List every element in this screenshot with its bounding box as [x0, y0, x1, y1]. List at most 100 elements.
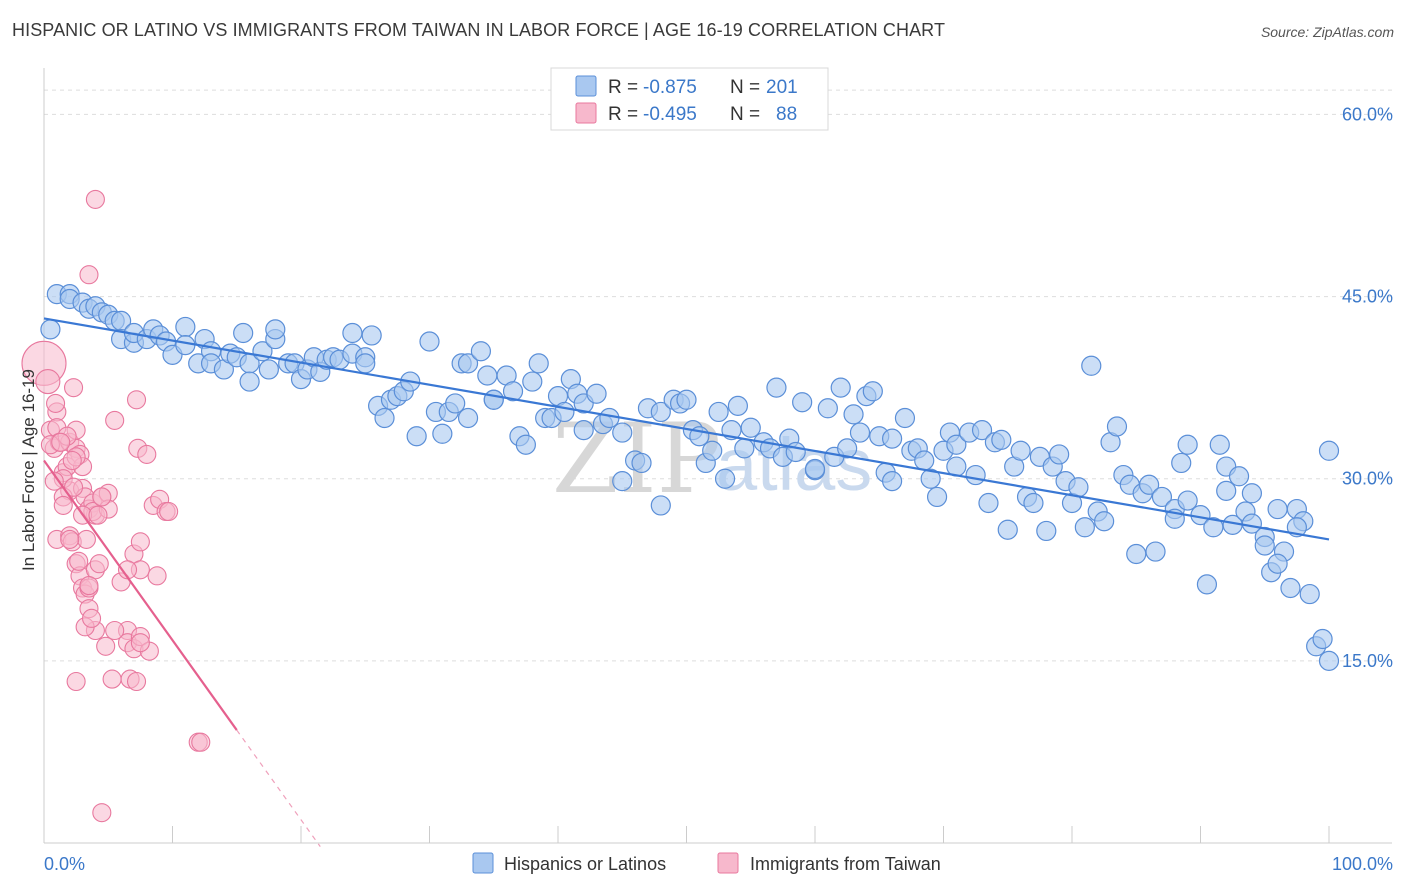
hispanic-point — [676, 389, 697, 410]
legend-n-label-2: N = — [730, 104, 760, 125]
taiwan-point — [102, 669, 122, 689]
x-tick-label-min: 0.0% — [44, 854, 85, 874]
hispanic-point — [265, 319, 286, 340]
trend-line-taiwan — [43, 459, 238, 731]
hispanic-point — [457, 353, 479, 374]
legend-n-value-1: 201 — [766, 77, 798, 98]
hispanic-point — [830, 377, 851, 398]
hispanic-point — [1228, 466, 1250, 487]
taiwan-point — [96, 636, 116, 656]
hispanic-point — [419, 331, 440, 352]
legend: R = -0.875 N = 201 R = -0.495 N = 88 — [550, 67, 829, 131]
bottom-legend: Hispanics or Latinos Immigrants from Tai… — [472, 852, 941, 874]
taiwan-point — [130, 633, 150, 653]
hispanic-point — [1267, 498, 1288, 520]
hispanic-point — [374, 407, 395, 429]
bottom-legend-swatch-taiwan — [717, 852, 739, 874]
hispanic-point — [650, 495, 671, 516]
hispanic-point — [727, 395, 749, 416]
hispanic-point — [1151, 486, 1173, 508]
taiwan-point — [53, 495, 73, 515]
hispanic-point — [515, 434, 536, 455]
hispanic-point — [631, 452, 652, 474]
hispanic-point — [734, 438, 755, 459]
source-label: Source: ZipAtlas.com — [1260, 24, 1394, 40]
hispanic-point — [804, 458, 826, 480]
hispanic-point — [1126, 543, 1147, 565]
taiwan-point — [51, 432, 71, 452]
hispanic-point — [843, 404, 864, 425]
taiwan-point — [105, 620, 125, 641]
legend-n-label-1: N = — [730, 77, 760, 98]
taiwan-point — [79, 576, 99, 596]
taiwan-point — [126, 390, 147, 410]
hispanic-point — [361, 325, 382, 346]
legend-r-label-2: R = — [608, 104, 638, 125]
bottom-legend-label-hispanic: Hispanics or Latinos — [504, 854, 666, 874]
hispanic-point — [965, 464, 986, 486]
legend-r-value-2: -0.495 — [643, 104, 697, 125]
hispanic-point — [702, 440, 723, 461]
taiwan-point — [66, 671, 86, 692]
legend-swatch-hispanic — [575, 75, 597, 97]
taiwan-point — [191, 732, 211, 752]
hispanic-point — [1138, 474, 1160, 495]
y-tick-label-3: 60.0% — [1342, 104, 1393, 124]
hispanic-point — [573, 420, 594, 441]
taiwan-point — [130, 532, 150, 552]
hispanic-point — [740, 417, 761, 438]
hispanic-point — [920, 468, 941, 489]
y-axis-title: In Labor Force | Age 16-19 — [19, 369, 38, 571]
taiwan-point — [79, 265, 99, 285]
taiwan-point — [137, 444, 157, 464]
x-tick-labels: 0.0% 100.0% — [44, 854, 1393, 874]
hispanic-point — [445, 393, 466, 414]
hispanic-point — [650, 401, 671, 423]
taiwan-point — [60, 529, 80, 549]
bottom-legend-label-taiwan: Immigrants from Taiwan — [750, 854, 941, 874]
hispanic-point — [1216, 480, 1237, 501]
hispanic-point — [355, 353, 376, 374]
y-tick-labels: 15.0% 30.0% 45.0% 60.0% — [1342, 104, 1393, 670]
hispanic-point — [522, 371, 543, 392]
y-tick-label-0: 15.0% — [1342, 651, 1393, 671]
hispanic-point — [342, 322, 363, 344]
hispanic-point — [1171, 452, 1192, 474]
hispanic-point — [502, 381, 524, 402]
hispanic-point — [1299, 583, 1320, 605]
hispanic-point — [1177, 490, 1198, 511]
taiwan-point — [35, 369, 61, 395]
hispanic-point — [1074, 517, 1095, 538]
bottom-legend-swatch-hispanic — [472, 852, 494, 874]
taiwan-point — [126, 671, 147, 692]
hispanic-point — [1280, 577, 1301, 599]
taiwan-point — [159, 501, 179, 522]
hispanic-point — [792, 392, 813, 413]
taiwan-point — [62, 450, 82, 471]
hispanic-point — [926, 486, 948, 508]
hispanic-point — [1318, 440, 1340, 461]
hispanic-point — [978, 492, 999, 514]
hispanic-point — [971, 420, 993, 441]
taiwan-point — [64, 477, 84, 497]
legend-box — [550, 67, 829, 131]
taiwan-point — [64, 378, 84, 398]
taiwan-point — [69, 551, 89, 571]
hispanic-point — [470, 341, 491, 362]
hispanic-point — [817, 398, 838, 419]
hispanic-point — [1010, 440, 1031, 461]
hispanic-point — [1094, 511, 1115, 532]
hispanic-point — [1145, 541, 1166, 562]
hispanic-point — [881, 471, 903, 492]
hispanic-point — [612, 471, 633, 492]
hispanic-point — [1081, 355, 1102, 376]
hispanic-point — [997, 519, 1018, 540]
series-taiwan-points — [21, 189, 211, 823]
legend-swatch-taiwan — [575, 102, 597, 124]
hispanic-point — [914, 450, 935, 471]
legend-r-value-1: -0.875 — [643, 77, 697, 98]
hispanic-point — [862, 381, 883, 402]
chart-title: HISPANIC OR LATINO VS IMMIGRANTS FROM TA… — [12, 20, 946, 40]
taiwan-point — [44, 471, 64, 491]
